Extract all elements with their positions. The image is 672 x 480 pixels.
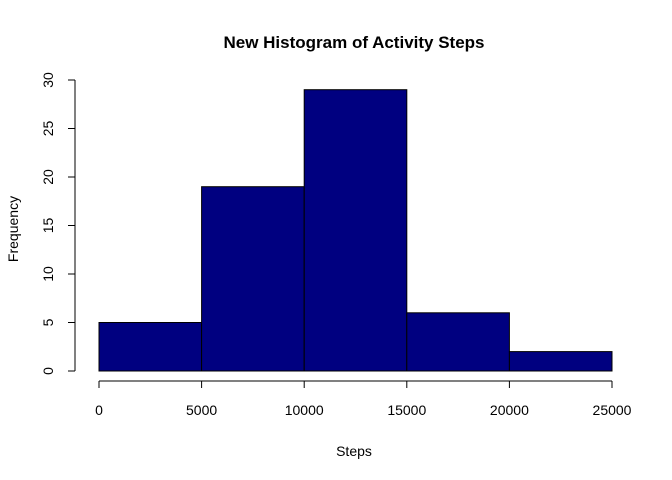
chart-title: New Histogram of Activity Steps: [223, 33, 484, 52]
x-tick-label: 20000: [490, 402, 529, 418]
x-tick-label: 10000: [285, 402, 324, 418]
histogram-bar-4: [508, 351, 613, 372]
y-tick-label: 30: [40, 72, 56, 88]
x-tick-label: 15000: [387, 402, 426, 418]
histogram-bar-2: [303, 89, 408, 372]
y-axis: 0 5 10 15 20 25 30: [40, 72, 76, 375]
y-tick-label: 0: [40, 367, 56, 375]
y-tick-label: 20: [40, 169, 56, 185]
histogram-bar-1: [201, 186, 305, 372]
y-tick-label: 25: [40, 121, 56, 137]
bars-group: [98, 89, 613, 372]
x-tick-label: 25000: [593, 402, 632, 418]
x-tick-label: 5000: [186, 402, 217, 418]
y-axis-label: Frequency: [5, 196, 21, 262]
x-tick-label: 0: [95, 402, 103, 418]
x-axis-label: Steps: [336, 443, 372, 459]
histogram-bar-3: [406, 312, 510, 372]
histogram-bar-0: [98, 322, 203, 372]
y-tick-label: 15: [40, 218, 56, 234]
y-tick-label: 5: [40, 318, 56, 326]
y-tick-label: 10: [40, 266, 56, 282]
x-axis: 0 5000 10000 15000 20000 25000: [95, 380, 632, 418]
